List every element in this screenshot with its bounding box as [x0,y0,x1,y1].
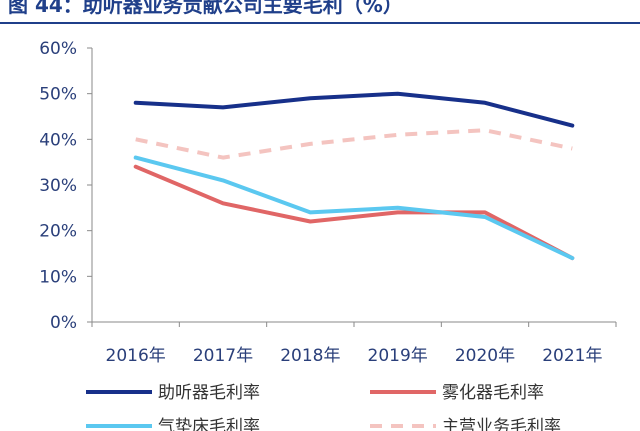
x-tick-label: 2020年 [455,346,515,366]
legend-label: 助听器毛利率 [158,383,260,403]
x-tick-label: 2019年 [368,346,428,366]
x-tick-label: 2021年 [542,346,602,366]
y-tick-label: 0% [50,313,77,333]
series-line-4 [135,128,573,160]
legend-label: 雾化器毛利率 [442,383,544,403]
series-line-1 [133,91,575,128]
x-tick-label: 2018年 [280,346,340,366]
x-tick-label: 2017年 [193,346,253,366]
x-tick-label: 2016年 [106,346,166,366]
legend-label: 气垫床毛利率 [158,417,260,431]
series-line-3 [133,155,575,261]
y-tick-label: 50% [39,85,77,105]
legend-label: 主营业务毛利率 [442,417,561,431]
chart-series [133,91,575,261]
y-tick-label: 10% [39,267,77,287]
y-tick-label: 60% [39,39,77,59]
title-rule [0,22,640,24]
series-line-2 [133,164,575,261]
y-tick-label: 20% [39,222,77,242]
y-tick-label: 40% [39,130,77,150]
y-tick-label: 30% [39,176,77,196]
chart-axes [87,47,617,327]
chart-title: 图 44：助听器业务贡献公司主要毛利（%） [8,0,403,17]
chart-tick-labels: 0% 10% 20% 30% 40% 50% 60% 2016年 2017年 2018年 2019年… [39,39,602,366]
